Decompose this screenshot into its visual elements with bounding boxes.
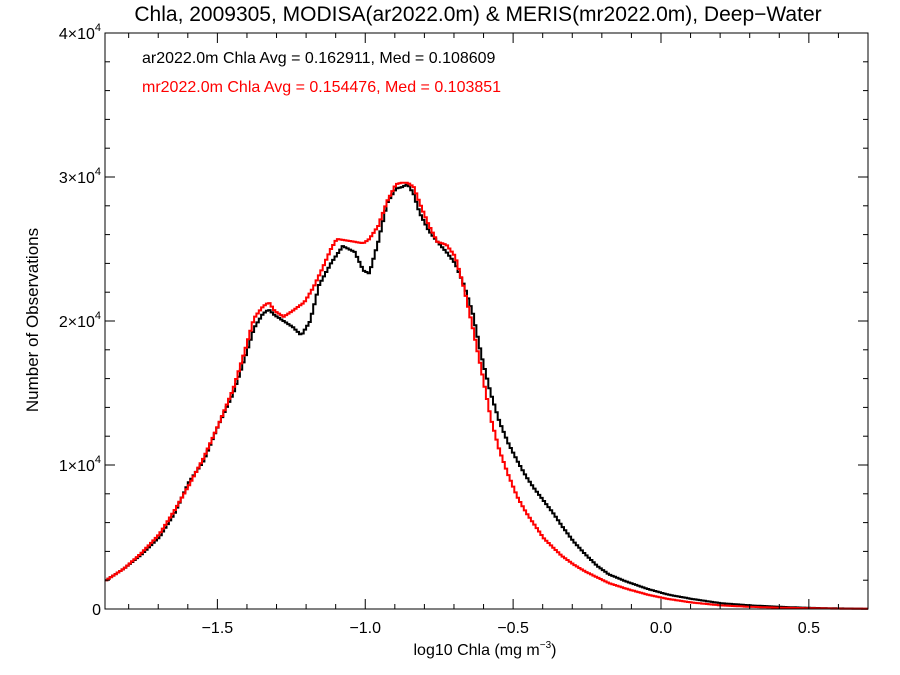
y-tick-label: 1×104 xyxy=(59,454,101,475)
x-axis-title-exponent: −3 xyxy=(540,640,552,651)
x-axis-title-main: log10 Chla (mg m xyxy=(413,642,539,659)
y-tick-label-exponent: 4 xyxy=(95,454,101,466)
annotation-ar2022: ar2022.0m Chla Avg = 0.162911, Med = 0.1… xyxy=(142,50,496,67)
y-tick-label-mantissa: 4×10 xyxy=(59,26,95,43)
y-tick-label: 0 xyxy=(92,602,101,619)
chart-title: Chla, 2009305, MODISA(ar2022.0m) & MERIS… xyxy=(134,3,821,26)
x-tick-label: −1.5 xyxy=(202,620,234,637)
y-tick-label-mantissa: 2×10 xyxy=(59,314,95,331)
y-tick-label: 4×104 xyxy=(59,22,101,43)
y-tick-label-mantissa: 0 xyxy=(92,602,101,619)
plot-frame xyxy=(104,32,869,610)
x-axis-title-suffix: ) xyxy=(551,642,556,659)
x-tick-label: −1.0 xyxy=(349,620,381,637)
y-tick-label-exponent: 4 xyxy=(95,166,101,178)
y-axis-label: Number of Observations xyxy=(23,228,42,412)
x-tick-label: −0.5 xyxy=(497,620,529,637)
x-tick-label: 0.5 xyxy=(798,620,820,637)
series-line-mr2022 xyxy=(105,181,868,610)
y-tick-label-mantissa: 3×10 xyxy=(59,170,95,187)
y-tick-label-exponent: 4 xyxy=(95,310,101,322)
y-tick-label-mantissa: 1×10 xyxy=(59,458,95,475)
series-line-ar2022 xyxy=(105,183,868,610)
y-tick-label: 2×104 xyxy=(59,310,101,331)
y-axis-title: Number of Observations xyxy=(23,228,42,412)
y-tick-label-exponent: 4 xyxy=(95,22,101,34)
x-tick-label: 0.0 xyxy=(650,620,672,637)
y-tick-label: 3×104 xyxy=(59,166,101,187)
x-axis-title: log10 Chla (mg m−3) xyxy=(413,640,556,659)
annotation-mr2022: mr2022.0m Chla Avg = 0.154476, Med = 0.1… xyxy=(142,79,501,96)
